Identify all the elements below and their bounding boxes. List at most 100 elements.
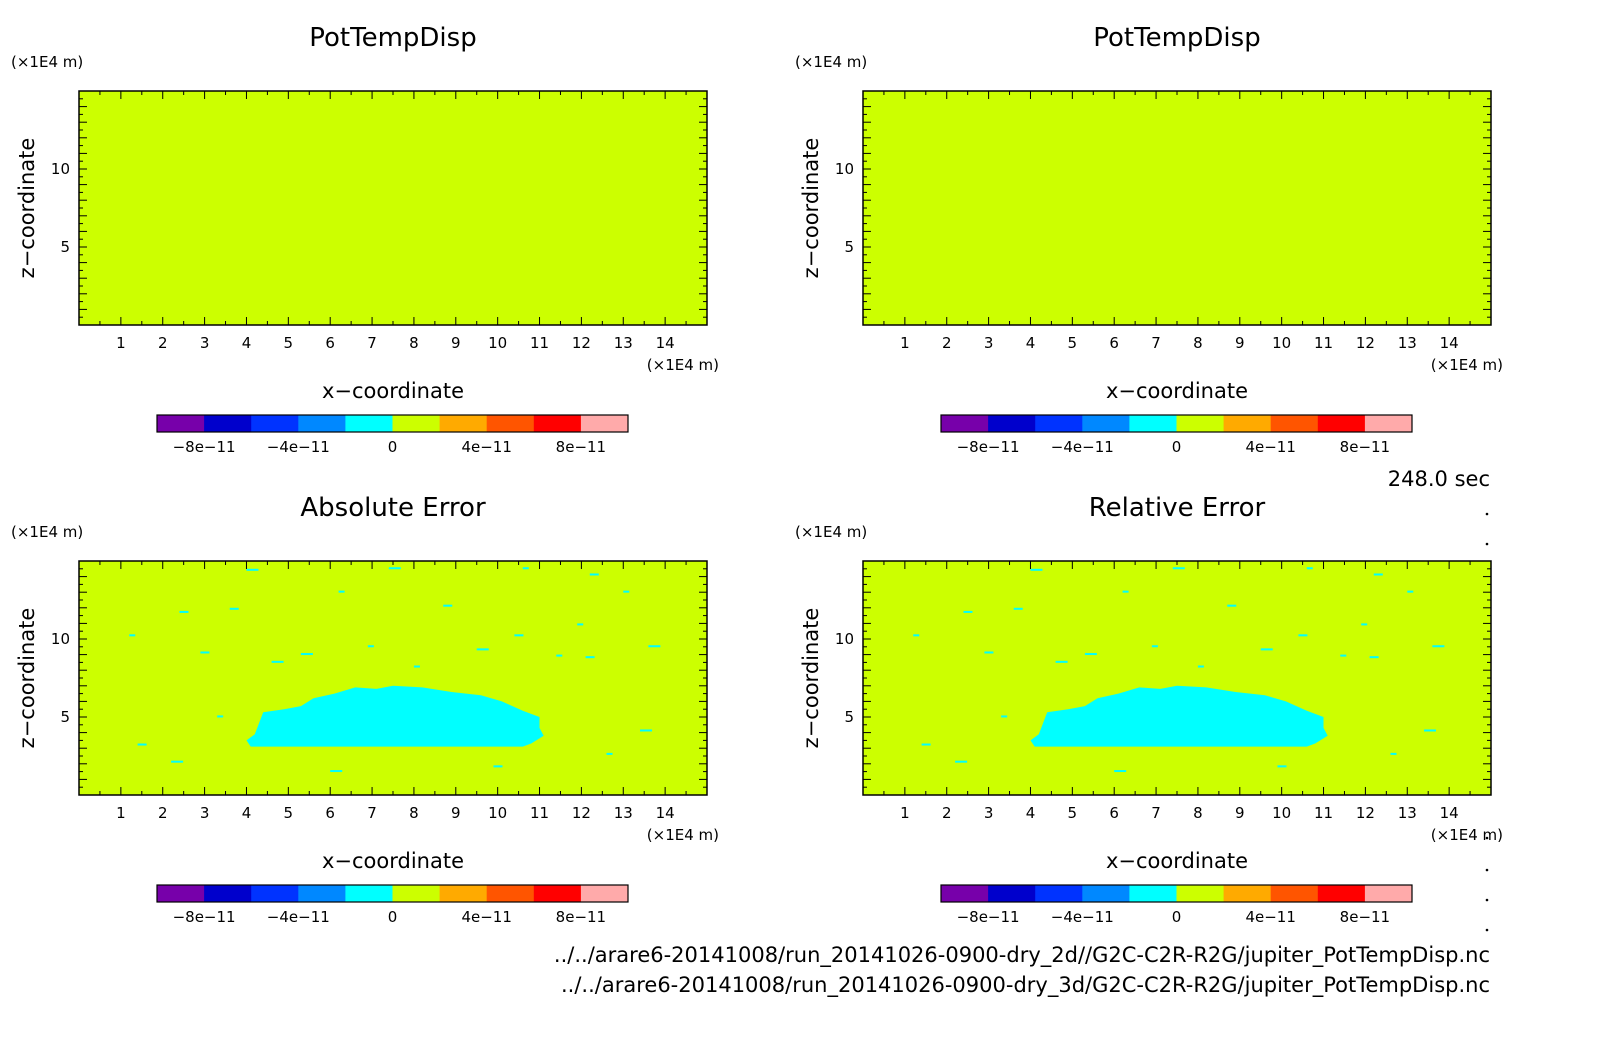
x-tick-label: 9 <box>1235 804 1245 822</box>
colorbar-swatch <box>392 415 441 432</box>
panel-2: Absolute Error(×1E4 m)1 2 3 4 5 6 7 8 9 10 11 12 13 1… <box>11 493 719 926</box>
error-speck <box>606 752 613 755</box>
x-tick-label: 8 <box>409 334 419 352</box>
panel-3: Relative Error(×1E4 m)1 2 3 4 5 6 7 8 9 10 11 12 13 1… <box>795 493 1503 926</box>
field-background <box>863 561 1491 795</box>
colorbar-swatch <box>204 415 252 432</box>
time-label: 248.0 sec <box>1388 467 1490 491</box>
error-speck <box>388 567 401 570</box>
error-speck <box>1197 665 1204 668</box>
y-axis-label: z−coordinate <box>15 608 39 749</box>
edge-dot <box>1485 836 1489 840</box>
colorbar-label: 0 <box>1172 438 1182 456</box>
colorbar-swatch <box>1364 885 1413 902</box>
error-speck <box>1151 645 1158 648</box>
colorbar-swatch <box>941 415 989 432</box>
x-tick-label: 9 <box>451 804 461 822</box>
colorbar-swatch <box>204 885 252 902</box>
colorbar-swatch <box>988 415 1036 432</box>
error-speck <box>556 654 563 657</box>
colorbar: −8e−11 −4e−11 0 4e−11 8e−11 <box>940 884 1413 926</box>
colorbar-label: 4e−11 <box>1245 908 1295 926</box>
error-speck <box>640 729 653 732</box>
colorbar: −8e−11 −4e−11 0 4e−11 8e−11 <box>940 414 1413 456</box>
colorbar-label: 8e−11 <box>556 908 606 926</box>
y-tick-label: 10 <box>51 630 70 648</box>
x-tick-label: 1 <box>900 804 910 822</box>
error-speck <box>921 743 931 746</box>
error-speck <box>1306 567 1313 570</box>
colorbar-label: −8e−11 <box>173 908 236 926</box>
x-tick-label: 4 <box>242 334 252 352</box>
x-unit-label: (×1E4 m) <box>1431 826 1503 844</box>
colorbar-swatch <box>1270 415 1319 432</box>
error-speck <box>1055 660 1068 663</box>
x-tick-label: 11 <box>530 334 549 352</box>
colorbar-swatch <box>1082 415 1130 432</box>
colorbar-label: −8e−11 <box>173 438 236 456</box>
file-path: ../../arare6-20141008/run_20141026-0900-… <box>561 973 1490 998</box>
panel-title: Relative Error <box>1089 493 1266 523</box>
colorbar-label: −4e−11 <box>1051 438 1114 456</box>
x-tick-label: 13 <box>614 804 633 822</box>
colorbar-frame <box>940 884 1413 903</box>
error-speck <box>984 651 994 654</box>
colorbar-frame <box>940 414 1413 433</box>
x-tick-label: 3 <box>200 334 210 352</box>
colorbar-swatch <box>1317 415 1366 432</box>
error-speck <box>1013 607 1023 610</box>
panel-title: PotTempDisp <box>1093 23 1260 53</box>
x-axis-label: x−coordinate <box>1106 849 1248 873</box>
colorbar-swatch <box>298 415 346 432</box>
error-speck <box>246 568 259 571</box>
x-unit-label: (×1E4 m) <box>1431 356 1503 374</box>
error-speck <box>493 765 503 768</box>
panel-1: PotTempDisp(×1E4 m)1 2 3 4 5 6 7 8 9 10 11 12 13 1451… <box>795 23 1503 456</box>
error-speck <box>1001 715 1008 718</box>
error-speck <box>913 634 920 637</box>
error-speck <box>589 573 599 576</box>
x-tick-label: 9 <box>451 334 461 352</box>
colorbar-swatch <box>988 885 1036 902</box>
colorbar-swatch <box>1364 415 1413 432</box>
x-tick-label: 5 <box>1068 334 1078 352</box>
error-speck <box>1390 752 1397 755</box>
colorbar-swatch <box>157 885 205 902</box>
colorbar-swatch <box>439 415 488 432</box>
x-tick-label: 12 <box>1356 334 1375 352</box>
y-axis-label: z−coordinate <box>799 138 823 279</box>
colorbar-swatch <box>251 415 299 432</box>
x-tick-label: 13 <box>614 334 633 352</box>
colorbar-swatch <box>345 415 393 432</box>
x-tick-label: 12 <box>572 334 591 352</box>
error-speck <box>367 645 374 648</box>
x-tick-label: 6 <box>325 334 335 352</box>
error-speck <box>217 715 224 718</box>
colorbar-label: 4e−11 <box>461 438 511 456</box>
x-tick-label: 7 <box>367 334 377 352</box>
x-tick-label: 3 <box>984 334 994 352</box>
error-speck <box>1424 729 1437 732</box>
x-tick-label: 5 <box>284 334 294 352</box>
edge-dot <box>1485 928 1489 932</box>
x-unit-label: (×1E4 m) <box>647 826 719 844</box>
error-speck <box>1432 645 1445 648</box>
colorbar-label: 0 <box>388 438 398 456</box>
error-speck <box>1340 654 1347 657</box>
error-speck <box>1369 656 1379 659</box>
colorbar-swatch <box>392 885 441 902</box>
x-tick-label: 10 <box>488 804 507 822</box>
error-speck <box>1030 568 1043 571</box>
error-speck <box>648 645 661 648</box>
y-tick-label: 5 <box>60 708 70 726</box>
error-speck <box>137 743 147 746</box>
x-tick-label: 1 <box>116 804 126 822</box>
x-tick-label: 6 <box>325 804 335 822</box>
error-speck <box>338 590 345 593</box>
colorbar-swatch <box>941 885 989 902</box>
colorbar-swatch <box>1129 415 1177 432</box>
colorbar-label: −8e−11 <box>957 908 1020 926</box>
error-speck <box>1373 573 1383 576</box>
error-speck <box>229 607 239 610</box>
